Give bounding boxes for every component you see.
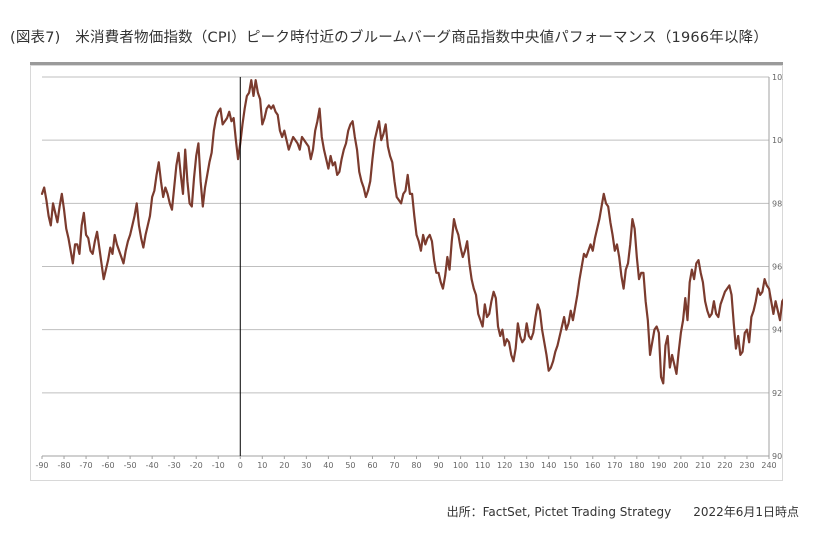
source-note: 出所：FactSet, Pictet Trading Strategy 2022年… [447,503,799,520]
x-tick-label-100: 100 [453,461,468,470]
x-tick-label-80: 80 [411,461,421,470]
y-tick-label-90: 90 [772,452,782,461]
y-tick-label-100: 100 [772,136,783,145]
y-tick-label-96: 96 [772,263,782,272]
x-tick-label--40: -40 [146,461,159,470]
series-line [40,79,783,385]
x-tick-labels: -90 -80 -70 -60 -50 -40 -30 -20 -10 0 10 20 30 40 50 60… [35,461,776,470]
x-tick-label-160: 160 [585,461,600,470]
x-tick-label--60: -60 [102,461,115,470]
x-tick-label--30: -30 [168,461,181,470]
x-tick-label-0: 0 [238,461,243,470]
x-tick-label-70: 70 [389,461,399,470]
x-tick-label-120: 120 [497,461,512,470]
title-divider [30,62,783,65]
y-tick-label-92: 92 [772,389,782,398]
x-tick-label--10: -10 [212,461,225,470]
x-tick-label-200: 200 [673,461,688,470]
series-layer [40,79,783,385]
x-tick-label-130: 130 [519,461,534,470]
y-tick-label-102: 102 [772,73,783,82]
y-tick-labels: 90 92 94 96 98 100 102 [772,73,783,461]
x-tick-label-180: 180 [629,461,644,470]
x-tick-label-140: 140 [541,461,556,470]
x-tick-label-170: 170 [607,461,622,470]
x-tick-label-50: 50 [345,461,355,470]
line-chart: -90 -80 -70 -60 -50 -40 -30 -20 -10 0 10 20 30 40 50 60… [30,65,783,481]
x-tick-label-60: 60 [367,461,377,470]
source-text: 出所：FactSet, Pictet Trading Strategy [446,505,672,519]
y-tick-label-94: 94 [772,326,782,335]
plot-border [30,65,783,481]
x-tick-label-220: 220 [717,461,732,470]
x-tick-label--90: -90 [35,461,48,470]
y-tick-label-98: 98 [772,199,782,208]
gridlines [41,76,770,459]
x-tick-label-10: 10 [257,461,267,470]
x-tick-label-40: 40 [323,461,333,470]
x-tick-label-230: 230 [739,461,754,470]
chart-title: (図表7) 米消費者物価指数（CPI）ピーク時付近のブルームバーグ商品指数中央値… [10,30,769,46]
x-tick-label-90: 90 [433,461,443,470]
x-tick-label--50: -50 [124,461,137,470]
as-of-date: 2022年6月1日時点 [693,505,799,519]
x-tick-label-30: 30 [301,461,311,470]
x-tick-label-210: 210 [695,461,710,470]
x-tick-label--70: -70 [80,461,93,470]
x-tick-label-190: 190 [651,461,666,470]
x-tick-label--20: -20 [190,461,203,470]
x-tick-label--80: -80 [57,461,70,470]
x-tick-label-110: 110 [475,461,490,470]
x-tick-label-20: 20 [279,461,289,470]
x-tick-label-240: 240 [761,461,776,470]
x-tick-label-150: 150 [563,461,578,470]
